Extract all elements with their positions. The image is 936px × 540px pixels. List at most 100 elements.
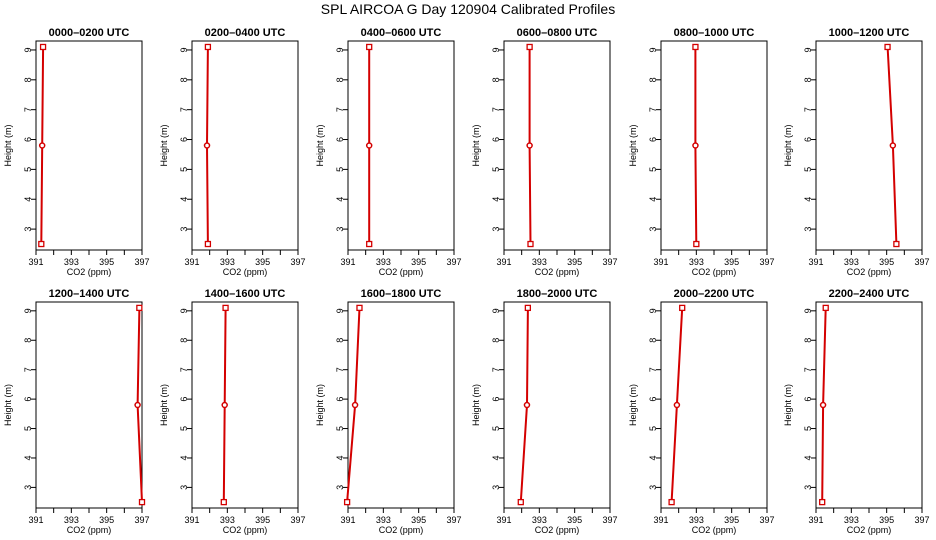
y-tick-label: 9 [179, 308, 189, 313]
x-tick-label: 393 [220, 257, 235, 267]
data-point-square [524, 304, 531, 312]
data-point-circle [365, 142, 373, 149]
x-tick-label: 393 [376, 257, 391, 267]
x-tick-label: 391 [340, 515, 355, 525]
chart-panel-9: 1600–1800 UTC 391 393 395 397 3 4 5 6 7 8 9 CO2 (ppm… [315, 288, 462, 535]
y-tick-label: 8 [803, 77, 813, 82]
y-tick-label: 3 [335, 485, 345, 490]
y-tick-label: 4 [648, 197, 658, 202]
y-tick-label: 8 [23, 338, 33, 343]
x-tick-label: 397 [914, 257, 929, 267]
panel-title: 0000–0200 UTC [49, 27, 130, 39]
x-tick-label: 391 [653, 257, 668, 267]
y-tick-label: 5 [179, 426, 189, 431]
panel-title: 1600–1800 UTC [361, 288, 442, 300]
data-point-circle [134, 401, 141, 409]
x-tick-label: 391 [28, 515, 43, 525]
chart-panel-6: 1000–1200 UTC 391 393 395 397 3 4 5 6 7 8 9 CO2 (ppm… [783, 27, 930, 277]
x-axis-label: CO2 (ppm) [535, 525, 580, 535]
y-tick-label: 3 [648, 485, 658, 490]
y-tick-label: 6 [335, 137, 345, 142]
y-tick-label: 5 [23, 426, 33, 431]
y-tick-label: 9 [803, 308, 813, 313]
y-tick-label: 4 [803, 455, 813, 460]
data-point-circle [203, 142, 211, 149]
x-tick-label: 391 [184, 257, 199, 267]
x-tick-label: 391 [184, 515, 199, 525]
y-tick-label: 9 [491, 47, 501, 52]
chart-panel-12: 2200–2400 UTC 391 393 395 397 3 4 5 6 7 8 9 CO2 (ppm… [783, 288, 930, 535]
y-axis-label: Height (m) [3, 124, 13, 166]
y-tick-label: 9 [648, 308, 658, 313]
data-point-square [204, 240, 212, 248]
x-tick-label: 397 [914, 515, 929, 525]
y-axis-label: Height (m) [628, 124, 638, 166]
data-point-circle [523, 401, 531, 409]
x-tick-label: 391 [808, 515, 823, 525]
y-tick-label: 5 [648, 167, 658, 172]
x-tick-label: 395 [99, 515, 114, 525]
x-tick-label: 397 [290, 515, 305, 525]
chart-panel-7: 1200–1400 UTC 391 393 395 397 3 4 5 6 7 8 9 CO2 (ppm… [3, 288, 150, 535]
data-point-circle [351, 401, 359, 409]
page-title: SPL AIRCOA G Day 120904 Calibrated Profi… [320, 1, 616, 17]
chart-panel-5: 0800–1000 UTC 391 393 395 397 3 4 5 6 7 8 9 CO2 (ppm… [628, 27, 775, 277]
chart-panel-3: 0400–0600 UTC 391 393 395 397 3 4 5 6 7 8 9 CO2 (ppm… [315, 27, 462, 277]
y-axis-label: Height (m) [159, 384, 169, 426]
x-tick-label: 395 [411, 257, 426, 267]
chart-panel-1: 0000–0200 UTC 391 393 395 397 3 4 5 6 7 8 9 CO2 (ppm… [3, 27, 150, 277]
data-point-square [527, 240, 534, 248]
y-tick-label: 8 [648, 77, 658, 82]
y-tick-label: 7 [648, 107, 658, 112]
y-tick-label: 3 [179, 227, 189, 232]
y-tick-label: 8 [179, 338, 189, 343]
y-tick-label: 6 [491, 397, 501, 402]
y-tick-label: 5 [803, 167, 813, 172]
y-tick-label: 4 [179, 197, 189, 202]
y-tick-label: 3 [179, 485, 189, 490]
y-tick-label: 6 [648, 137, 658, 142]
x-tick-label: 393 [376, 515, 391, 525]
x-tick-label: 393 [689, 515, 704, 525]
x-tick-label: 395 [567, 515, 582, 525]
chart-panel-2: 0200–0400 UTC 391 393 395 397 3 4 5 6 7 8 9 CO2 (ppm… [159, 27, 306, 277]
y-tick-label: 5 [23, 167, 33, 172]
chart-panel-8: 1400–1600 UTC 391 393 395 397 3 4 5 6 7 8 9 CO2 (ppm… [159, 288, 306, 535]
x-axis-label: CO2 (ppm) [847, 525, 892, 535]
y-tick-label: 4 [335, 197, 345, 202]
y-axis-label: Height (m) [315, 384, 325, 426]
data-point-square [693, 240, 700, 248]
x-tick-label: 395 [724, 515, 739, 525]
y-tick-label: 4 [491, 455, 501, 460]
y-axis-label: Height (m) [628, 384, 638, 426]
chart-panel-4: 0600–0800 UTC 391 393 395 397 3 4 5 6 7 8 9 CO2 (ppm… [471, 27, 618, 277]
y-tick-label: 3 [803, 227, 813, 232]
y-tick-label: 7 [803, 107, 813, 112]
y-tick-label: 5 [491, 426, 501, 431]
x-tick-label: 395 [255, 257, 270, 267]
y-tick-label: 6 [179, 397, 189, 402]
y-tick-label: 9 [648, 47, 658, 52]
y-tick-label: 9 [179, 47, 189, 52]
x-tick-label: 397 [446, 515, 461, 525]
x-tick-label: 397 [602, 257, 617, 267]
plot-frame [191, 301, 299, 509]
y-tick-label: 6 [803, 137, 813, 142]
plot-frame [815, 301, 923, 509]
x-tick-label: 397 [290, 257, 305, 267]
y-tick-label: 3 [648, 227, 658, 232]
y-tick-label: 8 [803, 338, 813, 343]
x-tick-label: 391 [808, 257, 823, 267]
x-axis-label: CO2 (ppm) [692, 525, 737, 535]
y-tick-label: 5 [335, 426, 345, 431]
y-axis-label: Height (m) [3, 384, 13, 426]
data-point-square [668, 498, 675, 506]
plot-frame [35, 301, 143, 509]
y-tick-label: 7 [803, 367, 813, 372]
y-tick-label: 6 [23, 397, 33, 402]
y-tick-label: 9 [491, 308, 501, 313]
x-axis-label: CO2 (ppm) [692, 267, 737, 277]
plot-frame [503, 40, 611, 251]
data-point-square [138, 498, 146, 506]
y-tick-label: 6 [179, 137, 189, 142]
